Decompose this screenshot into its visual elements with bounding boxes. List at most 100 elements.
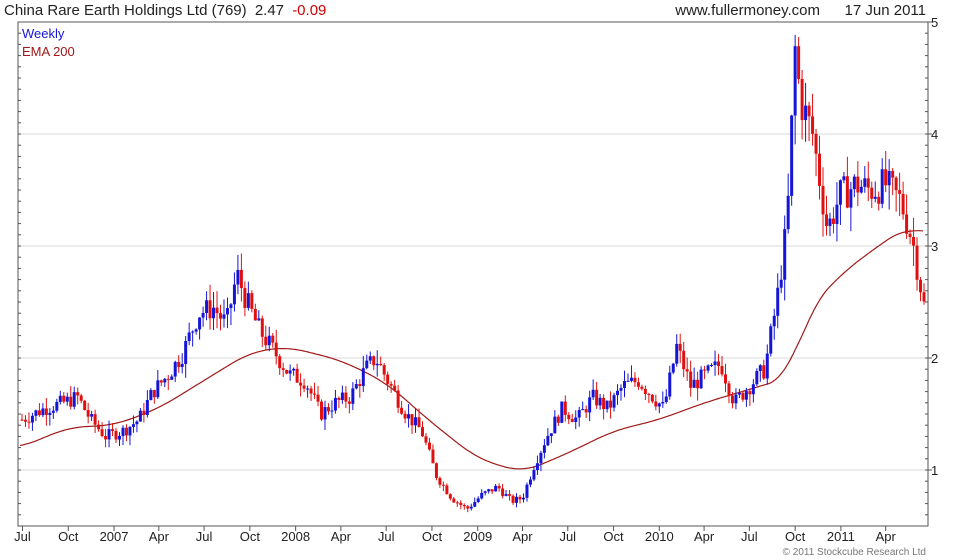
candle-body — [494, 485, 498, 492]
candle-body — [30, 415, 34, 423]
candle-body — [253, 308, 257, 321]
candle-body — [274, 342, 278, 357]
candle-body — [866, 178, 870, 188]
candle — [713, 350, 717, 376]
candle — [626, 373, 630, 382]
candle-body — [333, 397, 337, 411]
candle-body — [887, 171, 891, 186]
x-tick-label: 2011 — [827, 529, 855, 544]
candle-body — [476, 498, 480, 502]
candle-body — [23, 419, 27, 422]
y-tick-label: 4 — [931, 127, 938, 142]
legend-weekly: Weekly — [22, 26, 65, 41]
candle-body — [640, 386, 644, 389]
stock-title: China Rare Earth Holdings Ltd (769) 2.47… — [4, 2, 326, 19]
candle-body — [487, 489, 491, 492]
site-url[interactable]: www.fullermoney.com — [674, 2, 820, 19]
candle-body — [755, 371, 759, 385]
candle-body — [671, 363, 675, 373]
candle — [584, 405, 588, 419]
candle-body — [515, 496, 519, 503]
candle-body — [434, 463, 438, 479]
candle — [358, 379, 362, 398]
candle-body — [692, 379, 696, 388]
candle — [309, 385, 313, 402]
candle-body — [622, 381, 626, 388]
candle — [441, 481, 445, 492]
candle-body — [306, 388, 310, 390]
candle-body — [783, 229, 787, 280]
candle-body — [539, 452, 543, 464]
candle — [55, 398, 59, 413]
candle — [636, 377, 640, 390]
candle — [333, 389, 337, 414]
candle — [281, 362, 285, 377]
candle — [23, 415, 27, 427]
candle-body — [69, 396, 73, 407]
candle-body — [163, 378, 167, 383]
candle — [622, 370, 626, 398]
candle-body — [818, 153, 822, 186]
candle — [657, 402, 661, 414]
candle-body — [65, 396, 69, 402]
candle-body — [201, 312, 205, 318]
candle — [232, 272, 236, 312]
candle-body — [567, 414, 571, 420]
candle-body — [48, 412, 52, 415]
candle — [675, 334, 679, 367]
company-name: China Rare Earth Holdings Ltd (769) — [4, 2, 247, 19]
candle-body — [156, 380, 160, 398]
candle-body — [149, 390, 153, 401]
candle-body — [344, 392, 348, 402]
candle — [717, 354, 721, 376]
candle — [400, 400, 404, 415]
candle — [640, 384, 644, 391]
candle — [908, 229, 912, 245]
candle — [490, 489, 494, 495]
candle — [901, 181, 905, 220]
candle-body — [441, 484, 445, 486]
candle-body — [414, 417, 418, 426]
candle — [448, 493, 452, 501]
candle-body — [264, 336, 268, 346]
candle-body — [166, 378, 170, 380]
candle-body — [323, 407, 327, 420]
candle — [215, 291, 219, 329]
candle — [365, 354, 369, 370]
candle — [396, 384, 400, 414]
candle-body — [873, 196, 877, 199]
candle-body — [490, 489, 494, 492]
ema-layer — [19, 230, 924, 470]
y-tick-label: 2 — [931, 351, 938, 366]
candle-body — [379, 363, 383, 366]
candle — [838, 179, 842, 225]
y-tick-label: 3 — [931, 239, 938, 254]
candle-body — [358, 384, 362, 387]
candle-body — [285, 369, 289, 374]
candle-body — [267, 335, 271, 346]
candle — [821, 167, 825, 237]
candle — [581, 401, 585, 411]
candle — [347, 397, 351, 414]
copyright: © 2011 Stockcube Research Ltd — [783, 547, 926, 558]
candle — [285, 369, 289, 375]
candle-body — [758, 365, 762, 372]
candle-body — [407, 414, 411, 419]
candle-body — [643, 388, 647, 395]
candle — [790, 114, 794, 206]
candle — [124, 424, 128, 442]
candle — [643, 385, 647, 401]
candle-body — [246, 293, 250, 308]
candle-body — [243, 288, 247, 308]
candle-body — [107, 429, 111, 440]
candle — [783, 215, 787, 301]
candle-body — [591, 389, 595, 398]
candle-body — [194, 329, 198, 332]
candle — [560, 401, 564, 424]
candle-body — [852, 176, 856, 190]
candle-body — [236, 269, 240, 285]
candle-body — [800, 78, 804, 121]
candle — [772, 308, 776, 340]
candle — [455, 500, 459, 507]
candle — [145, 390, 149, 418]
